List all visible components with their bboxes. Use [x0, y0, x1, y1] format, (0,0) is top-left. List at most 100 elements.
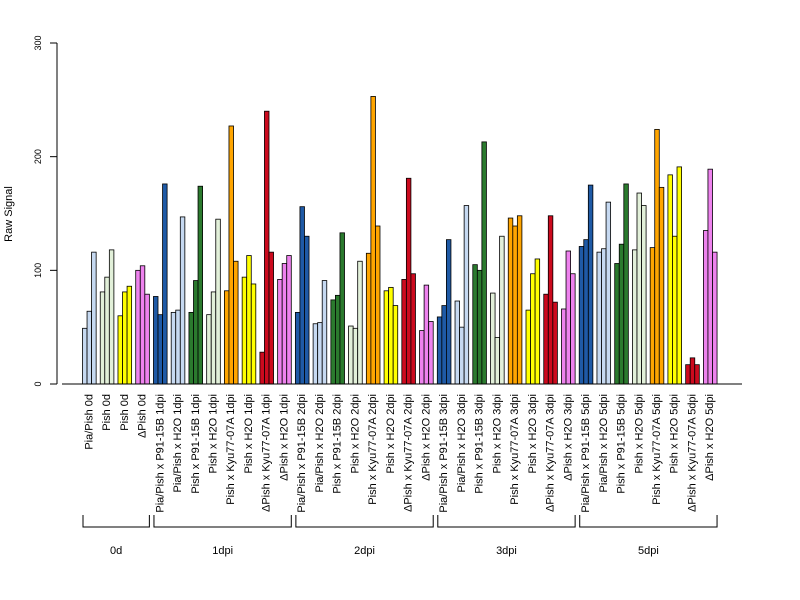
category-label: Pish x H2O 5dpi — [633, 394, 645, 473]
bar — [516, 215, 523, 385]
bar — [534, 258, 541, 385]
bar — [410, 273, 416, 385]
group-label: 2dpi — [354, 545, 375, 557]
group-bracket — [579, 515, 718, 528]
bar — [317, 322, 323, 385]
bar — [259, 351, 265, 385]
bar — [210, 291, 217, 385]
category-label: Pia/Pish x H2O 2dpi — [314, 394, 326, 492]
category-label: Pish x H2O 3dpi — [491, 394, 503, 473]
bar — [365, 252, 372, 385]
category-label: ΔPish x Kyu77-07A 5dpi — [686, 394, 698, 512]
category-label: Pish x H2O 2dpi — [349, 394, 361, 473]
bar — [658, 186, 665, 385]
bar — [605, 201, 612, 385]
bar — [632, 249, 638, 385]
bar — [126, 285, 133, 385]
bar — [481, 141, 487, 385]
group-label: 1dpi — [212, 545, 233, 557]
category-label: Pish x P91-15B 1dpi — [190, 394, 202, 494]
bar — [162, 183, 168, 385]
bar — [614, 263, 620, 385]
bar — [99, 291, 106, 385]
bar — [215, 218, 221, 385]
bar — [667, 174, 673, 385]
bar — [108, 249, 115, 385]
bar — [197, 185, 203, 385]
bar — [525, 309, 531, 385]
category-label: Pish x P91-15B 5dpi — [616, 394, 628, 494]
bar — [463, 205, 470, 385]
y-tick-label: 100 — [33, 263, 43, 278]
bar — [685, 364, 691, 385]
bar — [117, 315, 123, 385]
bar — [383, 290, 390, 385]
bar — [304, 235, 310, 385]
bar — [135, 269, 141, 385]
category-label: Pia/Pish x H2O 1dpi — [172, 394, 184, 492]
bar — [312, 323, 319, 385]
group-bracket — [153, 515, 292, 528]
bar — [228, 125, 234, 385]
bar — [712, 251, 718, 385]
y-tick-label: 200 — [33, 149, 43, 164]
category-label: Pia/Pish x P91-15B 3dpi — [438, 394, 450, 513]
category-label: Pia/Pish x P91-15B 1dpi — [154, 394, 166, 513]
category-label: Pish x Kyu77-07A 3dpi — [509, 394, 521, 505]
bar — [512, 225, 518, 385]
bar — [676, 166, 682, 385]
bar — [618, 243, 625, 385]
bar — [175, 309, 181, 385]
category-label: Pish x H2O 3dpi — [527, 394, 539, 473]
bar — [188, 311, 194, 385]
bar — [370, 96, 376, 385]
bar — [490, 292, 496, 385]
category-label: ΔPish x H2O 5dpi — [704, 394, 716, 481]
bar — [596, 251, 602, 385]
category-label: Pish x Kyu77-07A 1dpi — [225, 394, 237, 505]
bar — [268, 251, 274, 385]
bar — [441, 305, 447, 385]
category-labels: Pia/Pish 0d Pish 0d Pish 0d ΔPish 0d Pia/Pis… — [83, 394, 716, 513]
bar — [476, 269, 483, 385]
bar — [388, 286, 394, 385]
bar — [445, 239, 452, 385]
bar — [636, 192, 642, 385]
bar — [694, 364, 700, 385]
bar — [623, 183, 629, 385]
bar — [649, 247, 656, 385]
bar — [703, 230, 709, 385]
category-label: ΔPish x Kyu77-07A 1dpi — [261, 394, 273, 512]
group-bracket — [437, 515, 576, 528]
bar — [530, 273, 536, 385]
y-axis-label: Raw Signal — [3, 186, 15, 242]
bar — [179, 216, 186, 385]
y-tick-label: 300 — [33, 35, 43, 50]
category-label: Pish x Kyu77-07A 5dpi — [651, 394, 663, 505]
category-label: ΔPish x Kyu77-07A 3dpi — [545, 394, 557, 512]
category-label: Pish x H2O 5dpi — [669, 394, 681, 473]
bar — [170, 311, 177, 385]
group-label: 3dpi — [496, 545, 517, 557]
bar — [357, 260, 363, 385]
bar — [122, 291, 128, 385]
bar — [352, 327, 359, 385]
bar — [104, 276, 110, 385]
category-label: Pia/Pish x P91-15B 2dpi — [296, 394, 308, 513]
bar — [91, 251, 97, 385]
category-label: Pia/Pish x P91-15B 5dpi — [580, 394, 592, 513]
bar — [250, 283, 257, 385]
y-tick-label: 0 — [33, 381, 43, 386]
bar — [233, 260, 239, 385]
group-label: 0d — [110, 545, 122, 557]
bar — [401, 279, 407, 385]
category-label: Pia/Pish x H2O 5dpi — [598, 394, 610, 492]
group-label: 5dpi — [638, 545, 659, 557]
bar — [641, 205, 647, 385]
bar — [348, 325, 354, 385]
bar — [570, 273, 576, 385]
category-label: Pish 0d — [101, 394, 113, 431]
bar — [459, 326, 465, 385]
bar — [335, 294, 341, 385]
